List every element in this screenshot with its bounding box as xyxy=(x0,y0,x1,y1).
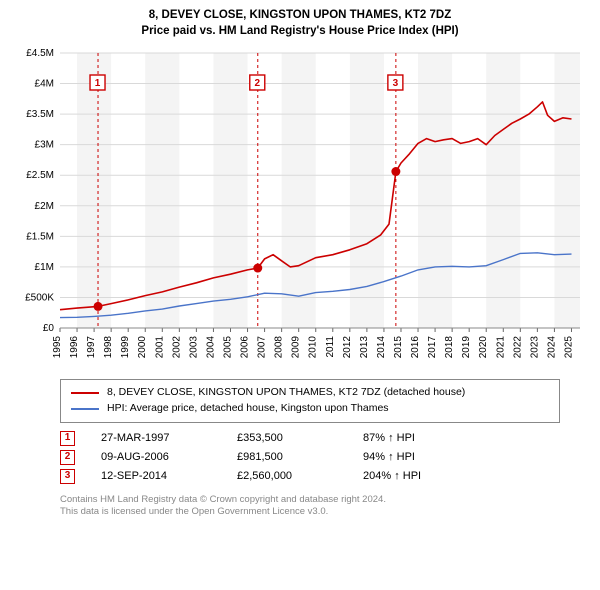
sale-hpi-delta: 94% ↑ HPI xyxy=(363,451,415,463)
svg-text:3: 3 xyxy=(393,78,399,89)
svg-text:2001: 2001 xyxy=(154,336,165,359)
svg-text:£1.5M: £1.5M xyxy=(26,231,54,242)
sales-table: 1 27-MAR-1997 £353,500 87% ↑ HPI 2 09-AUG-200… xyxy=(60,429,560,486)
svg-text:2017: 2017 xyxy=(427,336,438,359)
sale-marker-badge: 1 xyxy=(60,431,75,446)
svg-text:2020: 2020 xyxy=(478,336,489,359)
svg-text:£3M: £3M xyxy=(35,140,54,151)
sale-date: 27-MAR-1997 xyxy=(101,432,211,444)
line-chart-svg: £0 £500K £1M £1.5M £2M £2.5M £3M £3.5M £4M £4.5M 1… xyxy=(10,43,590,373)
svg-text:2000: 2000 xyxy=(137,336,148,359)
svg-text:£500K: £500K xyxy=(25,292,54,303)
legend-label: HPI: Average price, detached house, King… xyxy=(107,401,389,417)
legend: 8, DEVEY CLOSE, KINGSTON UPON THAMES, KT… xyxy=(60,379,560,423)
svg-text:2018: 2018 xyxy=(444,336,455,359)
svg-text:1998: 1998 xyxy=(103,336,114,359)
svg-text:1997: 1997 xyxy=(86,336,97,359)
legend-item: 8, DEVEY CLOSE, KINGSTON UPON THAMES, KT… xyxy=(71,385,549,401)
svg-text:2015: 2015 xyxy=(393,336,404,359)
sale-price: £353,500 xyxy=(237,432,337,444)
svg-text:2006: 2006 xyxy=(240,336,251,359)
sale-row: 3 12-SEP-2014 £2,560,000 204% ↑ HPI xyxy=(60,467,560,486)
svg-text:2012: 2012 xyxy=(342,336,353,359)
chart-container: 8, DEVEY CLOSE, KINGSTON UPON THAMES, KT… xyxy=(0,0,600,590)
svg-text:2013: 2013 xyxy=(359,336,370,359)
sale-marker-badge: 3 xyxy=(60,469,75,484)
svg-text:2014: 2014 xyxy=(376,336,387,359)
sale-row: 1 27-MAR-1997 £353,500 87% ↑ HPI xyxy=(60,429,560,448)
legend-item: HPI: Average price, detached house, King… xyxy=(71,401,549,417)
svg-text:2022: 2022 xyxy=(512,336,523,359)
chart-area: £0 £500K £1M £1.5M £2M £2.5M £3M £3.5M £4M £4.5M 1… xyxy=(10,43,590,373)
attribution: Contains HM Land Registry data © Crown c… xyxy=(60,494,560,519)
svg-text:2004: 2004 xyxy=(205,336,216,359)
sale-date: 09-AUG-2006 xyxy=(101,451,211,463)
sale-price: £981,500 xyxy=(237,451,337,463)
sale-hpi-delta: 87% ↑ HPI xyxy=(363,432,415,444)
svg-text:1999: 1999 xyxy=(120,336,131,359)
sale-date: 12-SEP-2014 xyxy=(101,470,211,482)
svg-text:2003: 2003 xyxy=(188,336,199,359)
svg-text:2019: 2019 xyxy=(461,336,472,359)
svg-text:1: 1 xyxy=(95,78,101,89)
svg-text:2008: 2008 xyxy=(274,336,285,359)
svg-text:2016: 2016 xyxy=(410,336,421,359)
svg-text:£4M: £4M xyxy=(35,79,54,90)
svg-text:2024: 2024 xyxy=(546,336,557,359)
chart-titles: 8, DEVEY CLOSE, KINGSTON UPON THAMES, KT… xyxy=(10,8,590,39)
svg-text:£3.5M: £3.5M xyxy=(26,109,54,120)
legend-line-swatch xyxy=(71,392,99,394)
legend-line-swatch xyxy=(71,408,99,410)
svg-text:1996: 1996 xyxy=(69,336,80,359)
legend-label: 8, DEVEY CLOSE, KINGSTON UPON THAMES, KT… xyxy=(107,385,465,401)
svg-text:2007: 2007 xyxy=(257,336,268,359)
svg-text:2021: 2021 xyxy=(495,336,506,359)
sale-marker-badge: 2 xyxy=(60,450,75,465)
sale-price: £2,560,000 xyxy=(237,470,337,482)
svg-text:2025: 2025 xyxy=(563,336,574,359)
attribution-line2: This data is licensed under the Open Gov… xyxy=(60,506,560,518)
svg-text:£0: £0 xyxy=(43,323,55,334)
svg-text:2023: 2023 xyxy=(529,336,540,359)
svg-text:2010: 2010 xyxy=(308,336,319,359)
svg-text:2011: 2011 xyxy=(325,336,336,358)
svg-text:2002: 2002 xyxy=(171,336,182,359)
svg-text:£1M: £1M xyxy=(35,262,54,273)
svg-text:£4.5M: £4.5M xyxy=(26,48,54,59)
svg-text:£2M: £2M xyxy=(35,201,54,212)
attribution-line1: Contains HM Land Registry data © Crown c… xyxy=(60,494,560,506)
sale-row: 2 09-AUG-2006 £981,500 94% ↑ HPI xyxy=(60,448,560,467)
svg-text:2009: 2009 xyxy=(291,336,302,359)
title-address: 8, DEVEY CLOSE, KINGSTON UPON THAMES, KT… xyxy=(10,8,590,24)
sale-hpi-delta: 204% ↑ HPI xyxy=(363,470,421,482)
svg-text:2005: 2005 xyxy=(222,336,233,359)
svg-text:£2.5M: £2.5M xyxy=(26,170,54,181)
svg-text:2: 2 xyxy=(254,78,260,89)
title-subtitle: Price paid vs. HM Land Registry's House … xyxy=(10,24,590,40)
svg-text:1995: 1995 xyxy=(52,336,63,359)
